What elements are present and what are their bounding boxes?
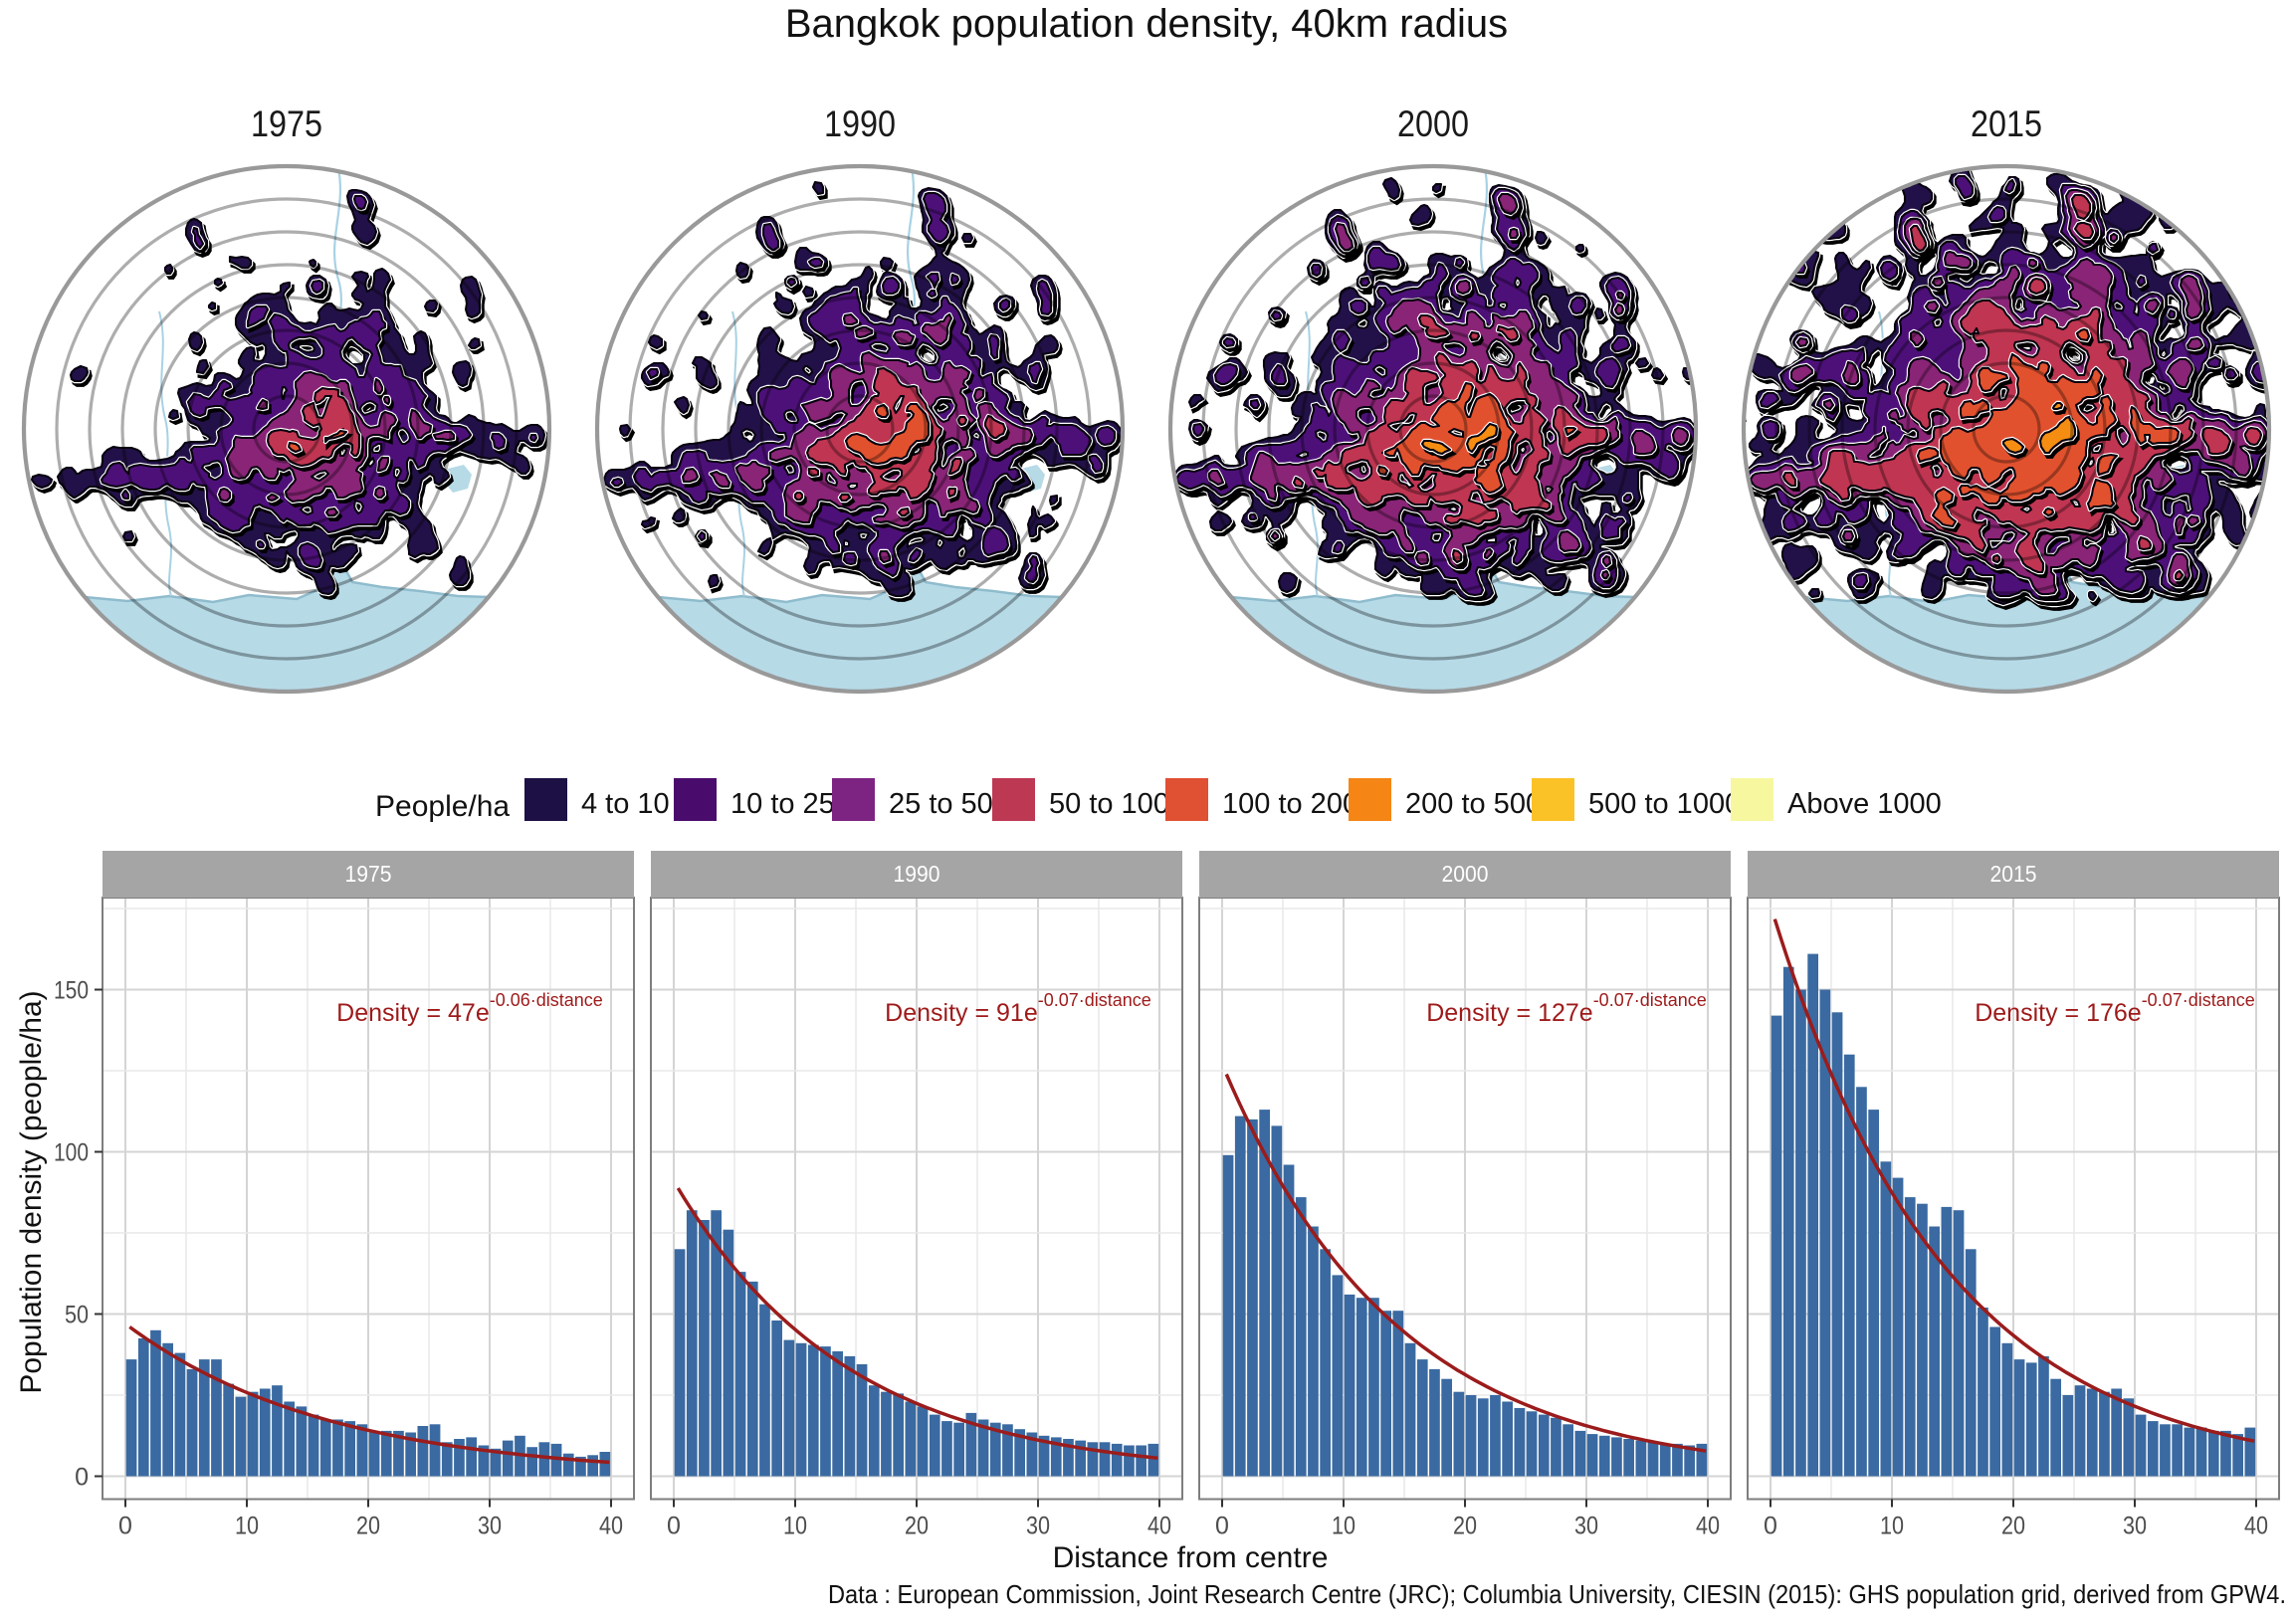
svg-text:20: 20 bbox=[356, 1513, 380, 1540]
svg-text:50: 50 bbox=[65, 1302, 89, 1329]
svg-text:2015: 2015 bbox=[1971, 103, 2042, 144]
svg-text:30: 30 bbox=[1574, 1513, 1598, 1540]
svg-text:20: 20 bbox=[1453, 1513, 1477, 1540]
svg-text:0: 0 bbox=[667, 1513, 681, 1540]
svg-text:0: 0 bbox=[1215, 1513, 1229, 1540]
svg-text:2015: 2015 bbox=[1990, 861, 2037, 887]
svg-text:150: 150 bbox=[54, 977, 89, 1005]
svg-text:40: 40 bbox=[2244, 1513, 2268, 1540]
svg-text:10: 10 bbox=[1880, 1513, 1904, 1540]
svg-text:1990: 1990 bbox=[824, 103, 896, 144]
svg-text:1975: 1975 bbox=[345, 861, 392, 887]
svg-text:40: 40 bbox=[1696, 1513, 1720, 1540]
svg-text:20: 20 bbox=[905, 1513, 929, 1540]
svg-text:0: 0 bbox=[75, 1464, 89, 1492]
svg-text:Population density (people/ha): Population density (people/ha) bbox=[15, 990, 48, 1393]
svg-text:1990: 1990 bbox=[894, 861, 940, 887]
svg-text:30: 30 bbox=[478, 1513, 502, 1540]
svg-text:30: 30 bbox=[2123, 1513, 2147, 1540]
svg-text:20: 20 bbox=[2001, 1513, 2025, 1540]
svg-text:2000: 2000 bbox=[1397, 103, 1469, 144]
svg-text:40: 40 bbox=[599, 1513, 623, 1540]
svg-text:10: 10 bbox=[235, 1513, 259, 1540]
svg-text:10: 10 bbox=[1332, 1513, 1355, 1540]
svg-text:0: 0 bbox=[118, 1513, 132, 1540]
svg-text:10: 10 bbox=[783, 1513, 807, 1540]
svg-text:Data : European Commission, Jo: Data : European Commission, Joint Resear… bbox=[828, 1579, 2286, 1609]
svg-text:40: 40 bbox=[1147, 1513, 1171, 1540]
svg-text:0: 0 bbox=[1764, 1513, 1777, 1540]
svg-text:1975: 1975 bbox=[251, 103, 322, 144]
svg-text:100: 100 bbox=[54, 1139, 89, 1167]
svg-text:Distance from centre: Distance from centre bbox=[1053, 1541, 1329, 1574]
svg-text:30: 30 bbox=[1026, 1513, 1050, 1540]
svg-text:2000: 2000 bbox=[1442, 861, 1489, 887]
